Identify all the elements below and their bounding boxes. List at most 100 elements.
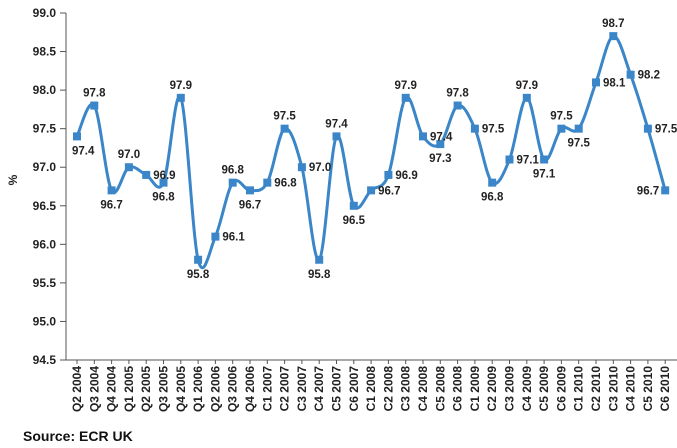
data-point <box>488 178 497 187</box>
data-label: 96.8 <box>152 192 175 204</box>
data-label: 98.1 <box>603 77 626 89</box>
data-point <box>367 186 376 195</box>
y-tick-label: 98.0 <box>33 83 57 97</box>
x-tick-label: Q4 2006 <box>243 366 257 412</box>
data-label: 95.8 <box>187 269 210 281</box>
data-label: 97.4 <box>325 118 348 130</box>
x-tick-label: C3 2009 <box>503 366 517 412</box>
data-point <box>505 155 514 164</box>
data-label: 96.7 <box>637 185 659 197</box>
data-labels: 97.4 97.8 96.7 97.0 96.9 96.8 97.9 95.8 96.1 96.8… <box>72 18 677 281</box>
data-label: 97.0 <box>309 162 331 174</box>
data-point <box>626 70 635 79</box>
data-label: 96.1 <box>222 232 245 244</box>
y-tick-label: 95.0 <box>33 314 57 328</box>
data-point <box>574 124 583 133</box>
data-point <box>211 232 220 241</box>
y-tick-label: 96.0 <box>33 237 57 251</box>
x-tick-label: C6 2008 <box>451 366 465 412</box>
data-label: 97.5 <box>568 138 591 150</box>
data-label: 97.5 <box>273 111 296 123</box>
x-tick-label: Q3 2006 <box>226 366 240 412</box>
x-tick-label: C1 2010 <box>572 366 586 412</box>
data-point <box>522 93 531 102</box>
data-label: 96.9 <box>153 170 175 182</box>
data-point <box>419 132 427 141</box>
data-label: 97.5 <box>655 124 677 136</box>
x-tick-label: C4 2008 <box>416 366 430 412</box>
data-label: 96.7 <box>378 185 400 197</box>
data-point <box>73 132 81 141</box>
x-tick-label: C1 2009 <box>468 366 482 412</box>
x-tick-label: C6 2007 <box>347 366 361 412</box>
x-tick-label: Q3 2005 <box>157 366 171 412</box>
x-tick-label: C5 2007 <box>330 366 344 412</box>
data-point <box>107 186 116 195</box>
data-label: 97.9 <box>170 80 192 92</box>
data-label: 98.7 <box>602 18 624 30</box>
x-tick-label: Q3 2004 <box>87 366 101 412</box>
x-tick-label: C1 2008 <box>364 366 378 412</box>
x-axis-ticks: Q2 2004 Q3 2004 Q4 2004 Q1 2005 Q2 2005 Q3 20… <box>70 360 672 412</box>
data-point <box>609 32 618 41</box>
data-point <box>315 255 324 264</box>
data-label: 97.9 <box>395 80 417 92</box>
data-point <box>436 140 445 149</box>
data-label: 96.7 <box>100 199 122 211</box>
y-tick-label: 99.0 <box>33 6 57 20</box>
data-point <box>453 101 462 110</box>
x-tick-label: Q1 2006 <box>191 366 205 412</box>
data-point <box>592 78 600 87</box>
data-point <box>332 132 341 141</box>
data-label: 95.8 <box>308 269 331 281</box>
x-tick-label: C3 2008 <box>399 366 413 412</box>
data-label: 97.8 <box>446 88 469 100</box>
x-tick-label: Q4 2004 <box>105 366 119 412</box>
data-point <box>246 186 254 195</box>
x-tick-label: Q1 2005 <box>122 366 136 412</box>
x-tick-label: C3 2007 <box>295 366 309 412</box>
y-tick-label: 96.5 <box>33 199 57 213</box>
x-tick-label: C2 2008 <box>381 366 395 412</box>
data-point <box>384 170 393 179</box>
data-label: 97.8 <box>83 88 106 100</box>
y-tick-label: 97.0 <box>33 160 57 174</box>
data-point <box>228 178 237 187</box>
y-axis-label: % <box>6 174 20 185</box>
data-label: 97.9 <box>516 80 538 92</box>
data-label: 96.5 <box>343 215 366 227</box>
x-tick-label: C6 2009 <box>554 366 568 412</box>
data-point <box>557 124 566 133</box>
data-label: 97.5 <box>550 111 573 123</box>
x-tick-label: C4 2010 <box>624 366 638 412</box>
data-label: 96.7 <box>239 199 261 211</box>
data-point <box>159 178 168 187</box>
data-point <box>124 163 133 172</box>
data-label: 96.8 <box>222 165 245 177</box>
y-tick-label: 94.5 <box>33 353 57 367</box>
data-label: 97.4 <box>72 145 95 157</box>
x-tick-label: Q2 2004 <box>70 366 84 412</box>
data-label: 97.1 <box>517 155 540 167</box>
x-tick-label: C5 2008 <box>433 366 447 412</box>
data-point <box>643 124 652 133</box>
y-axis-ticks: 99.0 98.5 98.0 97.5 97.0 96.5 96.0 95.5 95.0 94.5 <box>33 6 66 367</box>
data-label: 98.2 <box>638 70 660 82</box>
x-tick-label: Q2 2006 <box>208 366 222 412</box>
data-label: 96.8 <box>274 178 297 190</box>
data-point <box>194 255 203 264</box>
data-label: 97.1 <box>533 169 556 181</box>
data-point <box>176 93 185 102</box>
x-tick-label: C1 2007 <box>260 366 274 412</box>
data-point <box>540 155 549 164</box>
data-label: 97.0 <box>118 149 140 161</box>
x-tick-label: Q2 2005 <box>139 366 153 412</box>
y-tick-label: 98.5 <box>33 45 57 59</box>
data-point <box>142 170 151 179</box>
data-point <box>470 124 479 133</box>
data-points <box>73 32 670 264</box>
y-tick-label: 97.5 <box>33 122 57 136</box>
x-tick-label: Q4 2005 <box>174 366 188 412</box>
x-tick-label: C2 2010 <box>589 366 603 412</box>
